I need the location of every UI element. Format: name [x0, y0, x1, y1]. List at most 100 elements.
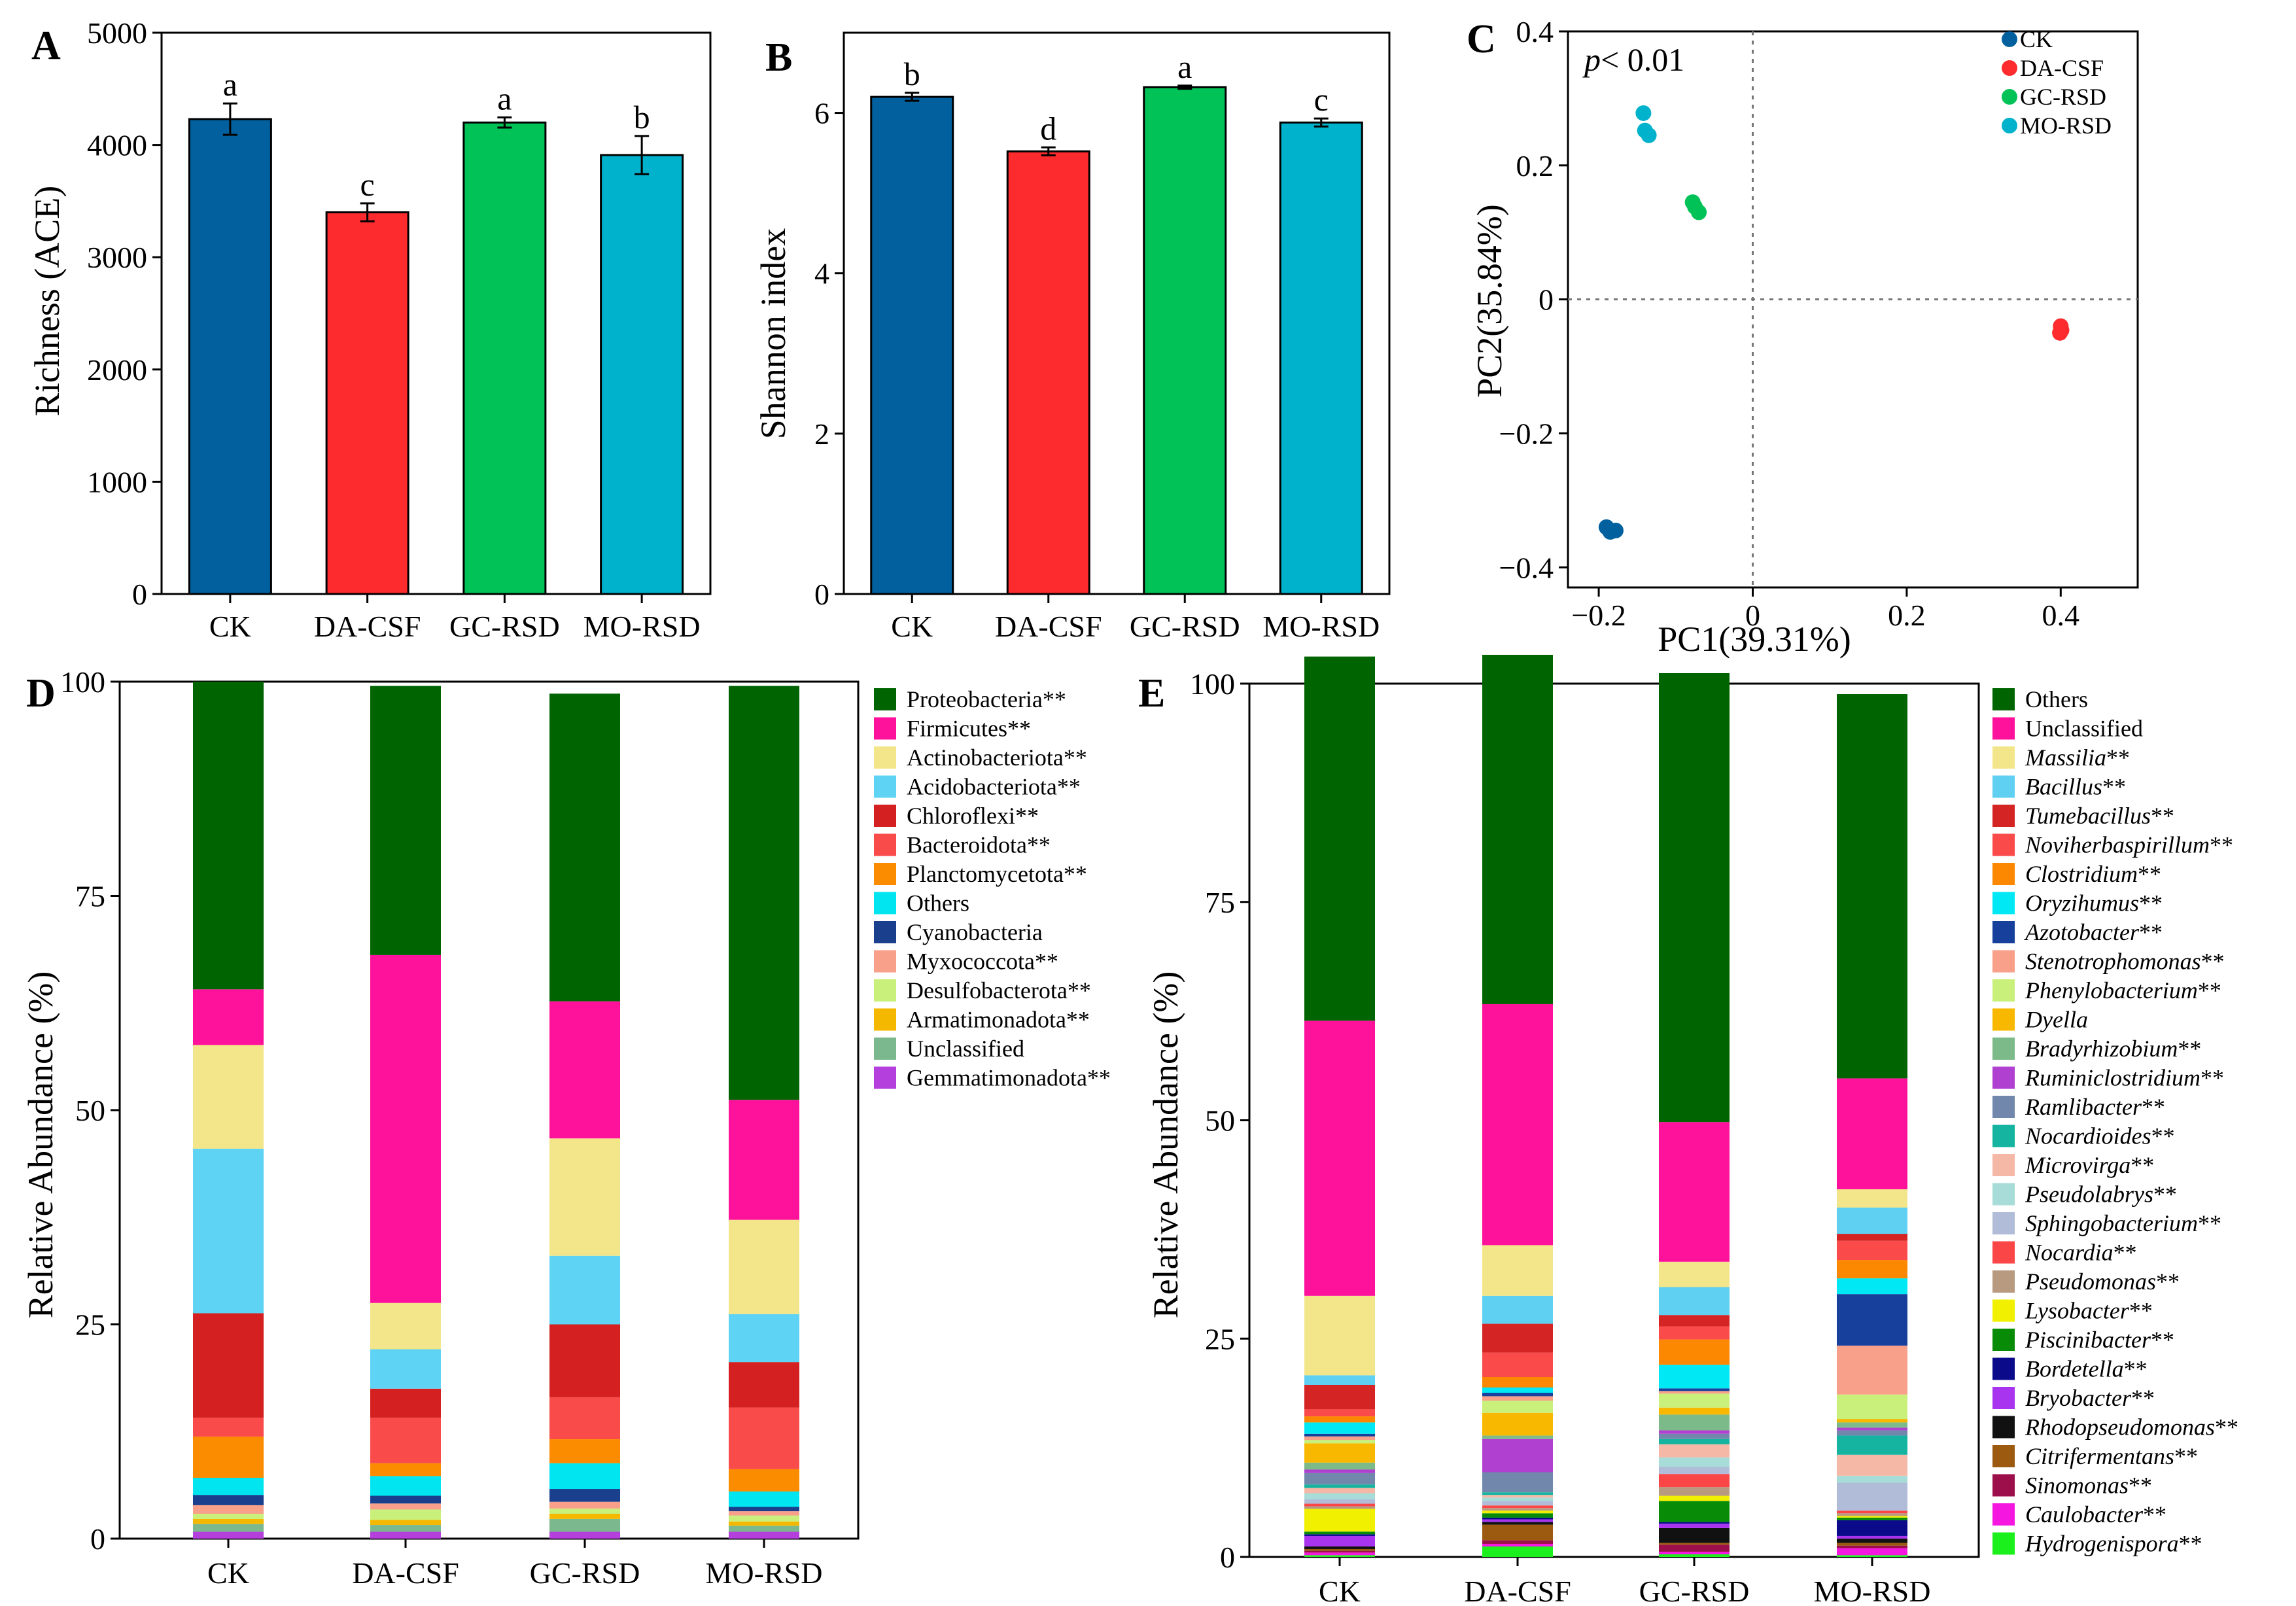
panel-e-bar-segment — [1482, 654, 1553, 1004]
panel-e-legend-swatch — [1992, 833, 2015, 856]
panel-e-bar-segment — [1482, 1517, 1553, 1520]
panel-e-bar-segment — [1659, 1365, 1730, 1389]
panel-c-legend-marker — [2002, 118, 2017, 133]
panel-c-ytick-label: 0 — [1539, 283, 1554, 317]
panel-e-bar-segment — [1482, 1508, 1553, 1511]
panel-e-legend-swatch — [1992, 717, 2015, 740]
panel-d-bar-segment — [729, 686, 799, 1100]
panel-d-chart: 0 25 50 75 100 CK DA-CSF GC-RSD MO-RSD Proteobact… — [60, 665, 1111, 1590]
panel-e-legend-swatch — [1992, 1445, 2015, 1467]
panel-d-xtick-label: DA-CSF — [352, 1556, 459, 1590]
panel-c-legend-marker — [2002, 31, 2017, 47]
panel-d-bar-segment — [370, 1509, 441, 1520]
panel-c-point — [1641, 127, 1657, 143]
panel-e-legend-genus: Phenylobacterium — [2025, 977, 2198, 1004]
panel-d-legend-swatch — [874, 979, 896, 1002]
panel-c-ytick-label: −0.2 — [1499, 417, 1554, 450]
panel-e-legend-sig: ** — [2174, 1443, 2198, 1469]
panel-c-point — [1635, 105, 1652, 121]
panel-b-chart: 0 2 4 6 b CK d DA-CSF a GC-RSD c MO-RSD — [814, 31, 1391, 643]
panel-a-ylabel: Richness (ACE) — [27, 186, 67, 416]
panel-e-bar-segment — [1304, 1499, 1375, 1504]
panel-e-bar-segment — [1304, 1443, 1375, 1463]
panel-a-ytick-label: 5000 — [87, 16, 147, 50]
panel-e-legend-genus: Ruminiclostridium — [2025, 1065, 2200, 1091]
panel-c-legend-label: GC-RSD — [2020, 84, 2106, 110]
panel-d-bar-segment — [370, 1503, 441, 1510]
panel-d-bar-segment — [729, 1219, 799, 1314]
panel-e-legend-sig: ** — [2178, 1036, 2201, 1062]
panel-d-ytick-label: 0 — [90, 1522, 105, 1556]
panel-d-bar-segment — [193, 1524, 264, 1532]
panel-d-ytick-label: 100 — [60, 665, 105, 699]
panel-d-bar-segment — [549, 693, 620, 1002]
panel-e-legend-label: Piscinibacter** — [2025, 1327, 2174, 1353]
panel-e-legend-swatch — [1992, 1503, 2015, 1526]
panel-e-bar-segment — [1482, 1401, 1553, 1413]
panel-e-bar-segment — [1304, 1548, 1375, 1551]
panel-e-legend-genus: Nocardia — [2025, 1240, 2113, 1266]
panel-e-legend-genus: Hydrogenispora — [2025, 1531, 2179, 1557]
panel-e-legend-swatch — [1992, 1329, 2015, 1351]
panel-d-legend-label: Actinobacteriota** — [907, 744, 1087, 771]
panel-d-legend-swatch — [874, 746, 896, 769]
panel-e-legend-swatch — [1992, 746, 2015, 769]
panel-b-sig-letter: a — [1177, 48, 1192, 85]
panel-e-legend-genus: Oryzihumus — [2025, 890, 2139, 916]
panel-e-legend-label: Phenylobacterium** — [2025, 977, 2221, 1004]
panel-a-xtick-label: CK — [209, 610, 251, 643]
panel-e-bar-segment — [1659, 1433, 1730, 1439]
panel-e-bar-segment — [1482, 1323, 1553, 1353]
panel-d-bar-segment — [193, 1418, 264, 1437]
panel-e-bar-segment — [1482, 1004, 1553, 1246]
panel-d-bar-segment — [729, 1407, 799, 1469]
panel-e-xtick-label: CK — [1319, 1575, 1361, 1606]
panel-c-point — [1691, 204, 1707, 220]
panel-c-xlabel: PC1(39.31%) — [1658, 620, 1851, 659]
panel-e-legend-label: Dyella — [2025, 1007, 2088, 1033]
panel-e-ytick-label: 25 — [1205, 1322, 1235, 1355]
panel-e-bar-segment — [1482, 1439, 1553, 1473]
panel-e-bar-segment — [1659, 1339, 1730, 1365]
panel-e-legend-sig: ** — [2151, 1327, 2174, 1353]
panel-c-legend-label: DA-CSF — [2020, 55, 2104, 81]
panel-d-bar-segment — [729, 1469, 799, 1492]
panel-e-legend-genus: Nocardioides — [2025, 1123, 2151, 1149]
panel-b-ytick-label: 0 — [814, 578, 829, 611]
panel-b-bar — [870, 96, 954, 595]
panel-e-legend-label: Ramlibacter** — [2025, 1094, 2165, 1120]
panel-e-bar-segment — [1482, 1497, 1553, 1501]
panel-d-bar-segment — [193, 1505, 264, 1514]
panel-e-bar-segment — [1304, 1021, 1375, 1296]
panel-e-bar-segment — [1659, 1467, 1730, 1475]
panel-e-bar-segment — [1837, 1240, 1907, 1261]
panel-e-bar-segment — [1304, 1416, 1375, 1423]
panel-e-legend-swatch — [1992, 1096, 2015, 1118]
panel-e-legend-genus: Stenotrophomonas — [2025, 949, 2201, 975]
panel-e-xtick-label: MO-RSD — [1814, 1575, 1931, 1606]
panel-d-bar-segment — [370, 1388, 441, 1418]
panel-d-legend-label: Firmicutes** — [907, 716, 1031, 742]
panel-e-legend-sig: ** — [2156, 1268, 2180, 1295]
panel-d-bar-segment — [549, 1001, 620, 1139]
panel-e-legend-swatch — [1992, 805, 2015, 827]
panel-c-xtick-label: 0 — [1745, 599, 1760, 632]
panel-e-bar-segment — [1304, 1534, 1375, 1536]
panel-d-bar-segment — [549, 1501, 620, 1509]
panel-d-bar-segment — [370, 1302, 441, 1350]
panel-b-bar — [1143, 86, 1227, 595]
panel-e-legend-sig: ** — [2131, 1152, 2154, 1178]
panel-d-ytick-label: 75 — [75, 880, 105, 913]
panel-d-bar-segment — [729, 1100, 799, 1220]
panel-d-bar-segment — [729, 1507, 799, 1512]
panel-e-bar-segment — [1837, 1520, 1907, 1536]
panel-e-bar-segment — [1304, 1422, 1375, 1434]
panel-e-bar-segment — [1482, 1546, 1553, 1557]
panel-e-bar-segment — [1837, 1482, 1907, 1511]
panel-e-bar-segment — [1304, 1484, 1375, 1488]
panel-d-legend-label: Myxococcota** — [907, 949, 1058, 975]
panel-d-bar-segment — [549, 1514, 620, 1519]
panel-e-bar-segment — [1304, 1503, 1375, 1507]
panel-e-bar-segment — [1659, 1444, 1730, 1458]
panel-e-legend-sig: ** — [2139, 890, 2163, 916]
